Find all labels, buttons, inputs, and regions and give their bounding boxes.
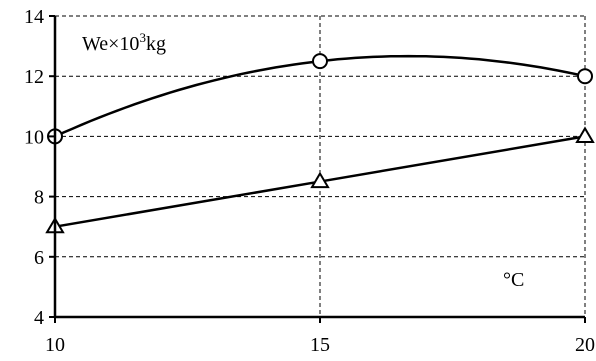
x-tick-label-15: 15 bbox=[310, 334, 330, 356]
series-layer bbox=[45, 53, 595, 234]
y-tick-label-8: 8 bbox=[34, 187, 44, 209]
y-tick-label-12: 12 bbox=[24, 66, 44, 88]
series-1-point-20 bbox=[577, 68, 593, 85]
y-tick-label-14: 14 bbox=[24, 6, 44, 28]
y-tick-label-6: 6 bbox=[34, 247, 44, 269]
series-1-point-15 bbox=[312, 53, 328, 70]
y-tick-label-10: 10 bbox=[24, 126, 44, 148]
axes bbox=[49, 15, 586, 323]
x-tick-label-20: 20 bbox=[575, 334, 595, 356]
y-tick-label-4: 4 bbox=[34, 307, 44, 329]
x-unit-annotation: °C bbox=[503, 269, 524, 291]
y-annotation-unit: kg bbox=[146, 33, 166, 55]
series-2-point-20 bbox=[575, 126, 595, 143]
tick-labels: 4 6 8 10 12 14 10 15 20 bbox=[24, 6, 595, 356]
x-tick-label-10: 10 bbox=[45, 334, 65, 356]
y-annotation-superscript: 3 bbox=[139, 30, 146, 45]
series-2-point-15 bbox=[310, 171, 330, 189]
y-axis-annotation: We×103kg bbox=[82, 30, 166, 55]
y-annotation-text: We×10 bbox=[82, 33, 139, 55]
